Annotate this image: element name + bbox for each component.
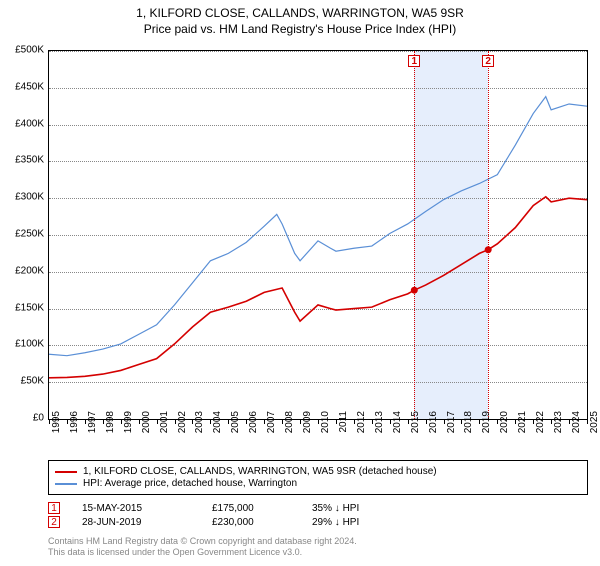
x-axis-label: 2022 — [535, 411, 546, 441]
event-marker-box: 2 — [48, 516, 60, 528]
x-axis-label: 2020 — [499, 411, 510, 441]
legend-item: 1, KILFORD CLOSE, CALLANDS, WARRINGTON, … — [55, 466, 581, 477]
x-tick — [587, 419, 588, 424]
legend-swatch — [55, 471, 77, 473]
y-axis-label: £350K — [0, 155, 44, 166]
event-delta: 35% ↓ HPI — [312, 503, 402, 514]
x-tick — [282, 419, 283, 424]
y-axis-label: £400K — [0, 118, 44, 129]
x-axis-label: 2004 — [212, 411, 223, 441]
x-axis-label: 2000 — [141, 411, 152, 441]
x-axis-label: 2019 — [481, 411, 492, 441]
x-tick — [372, 419, 373, 424]
footer-line: Contains HM Land Registry data © Crown c… — [48, 536, 357, 547]
x-axis-label: 2013 — [374, 411, 385, 441]
x-tick — [175, 419, 176, 424]
x-tick — [444, 419, 445, 424]
x-tick — [569, 419, 570, 424]
x-tick — [300, 419, 301, 424]
footer: Contains HM Land Registry data © Crown c… — [48, 536, 357, 558]
x-axis-label: 2014 — [392, 411, 403, 441]
x-axis-label: 2015 — [410, 411, 421, 441]
x-axis-label: 2023 — [553, 411, 564, 441]
x-axis-label: 2007 — [266, 411, 277, 441]
x-tick — [103, 419, 104, 424]
x-axis-label: 2003 — [194, 411, 205, 441]
x-axis-label: 1997 — [87, 411, 98, 441]
x-axis-label: 2006 — [248, 411, 259, 441]
x-axis-label: 1998 — [105, 411, 116, 441]
x-tick — [318, 419, 319, 424]
event-row: 1 15-MAY-2015 £175,000 35% ↓ HPI — [48, 502, 588, 514]
event-price: £175,000 — [212, 503, 302, 514]
x-axis-label: 2009 — [302, 411, 313, 441]
footer-line: This data is licensed under the Open Gov… — [48, 547, 357, 558]
x-axis-label: 1996 — [69, 411, 80, 441]
chart-subtitle: Price paid vs. HM Land Registry's House … — [0, 22, 600, 36]
x-axis-label: 1995 — [51, 411, 62, 441]
event-table: 1 15-MAY-2015 £175,000 35% ↓ HPI 2 28-JU… — [48, 500, 588, 530]
marker-line — [414, 51, 415, 419]
legend-label: HPI: Average price, detached house, Warr… — [83, 478, 297, 489]
plot-area: 12 — [48, 50, 588, 420]
x-tick — [67, 419, 68, 424]
y-axis-label: £50K — [0, 376, 44, 387]
x-axis-label: 2011 — [338, 411, 349, 441]
legend: 1, KILFORD CLOSE, CALLANDS, WARRINGTON, … — [48, 460, 588, 495]
event-marker-box: 1 — [48, 502, 60, 514]
y-axis-label: £300K — [0, 192, 44, 203]
event-row: 2 28-JUN-2019 £230,000 29% ↓ HPI — [48, 516, 588, 528]
marker-line — [488, 51, 489, 419]
y-axis-label: £450K — [0, 81, 44, 92]
x-tick — [121, 419, 122, 424]
x-axis-label: 2016 — [428, 411, 439, 441]
event-price: £230,000 — [212, 517, 302, 528]
x-axis-label: 2021 — [517, 411, 528, 441]
x-axis-label: 2012 — [356, 411, 367, 441]
x-tick — [390, 419, 391, 424]
x-axis-label: 2010 — [320, 411, 331, 441]
event-date: 15-MAY-2015 — [82, 503, 202, 514]
x-axis-label: 2008 — [284, 411, 295, 441]
legend-item: HPI: Average price, detached house, Warr… — [55, 478, 581, 489]
y-axis-label: £0 — [0, 413, 44, 424]
x-tick — [336, 419, 337, 424]
chart-title: 1, KILFORD CLOSE, CALLANDS, WARRINGTON, … — [0, 6, 600, 20]
y-axis-label: £500K — [0, 45, 44, 56]
x-tick — [426, 419, 427, 424]
x-tick — [354, 419, 355, 424]
series-line — [49, 97, 587, 356]
x-axis-label: 2017 — [446, 411, 457, 441]
y-axis-label: £150K — [0, 302, 44, 313]
marker-box: 1 — [408, 55, 420, 67]
x-axis-label: 2025 — [589, 411, 600, 441]
x-axis-label: 1999 — [123, 411, 134, 441]
legend-label: 1, KILFORD CLOSE, CALLANDS, WARRINGTON, … — [83, 466, 437, 477]
chart-container: 1, KILFORD CLOSE, CALLANDS, WARRINGTON, … — [0, 6, 600, 566]
marker-box: 2 — [482, 55, 494, 67]
y-axis-label: £100K — [0, 339, 44, 350]
x-axis-label: 2024 — [571, 411, 582, 441]
x-tick — [85, 419, 86, 424]
chart-svg — [49, 51, 587, 419]
event-date: 28-JUN-2019 — [82, 517, 202, 528]
x-axis-label: 2005 — [230, 411, 241, 441]
x-tick — [408, 419, 409, 424]
y-axis-label: £200K — [0, 265, 44, 276]
x-axis-label: 2002 — [177, 411, 188, 441]
x-axis-label: 2001 — [159, 411, 170, 441]
x-tick — [139, 419, 140, 424]
series-line — [49, 197, 587, 378]
x-tick — [49, 419, 50, 424]
x-axis-label: 2018 — [463, 411, 474, 441]
y-axis-label: £250K — [0, 229, 44, 240]
legend-swatch — [55, 483, 77, 485]
event-delta: 29% ↓ HPI — [312, 517, 402, 528]
x-tick — [157, 419, 158, 424]
x-tick — [551, 419, 552, 424]
